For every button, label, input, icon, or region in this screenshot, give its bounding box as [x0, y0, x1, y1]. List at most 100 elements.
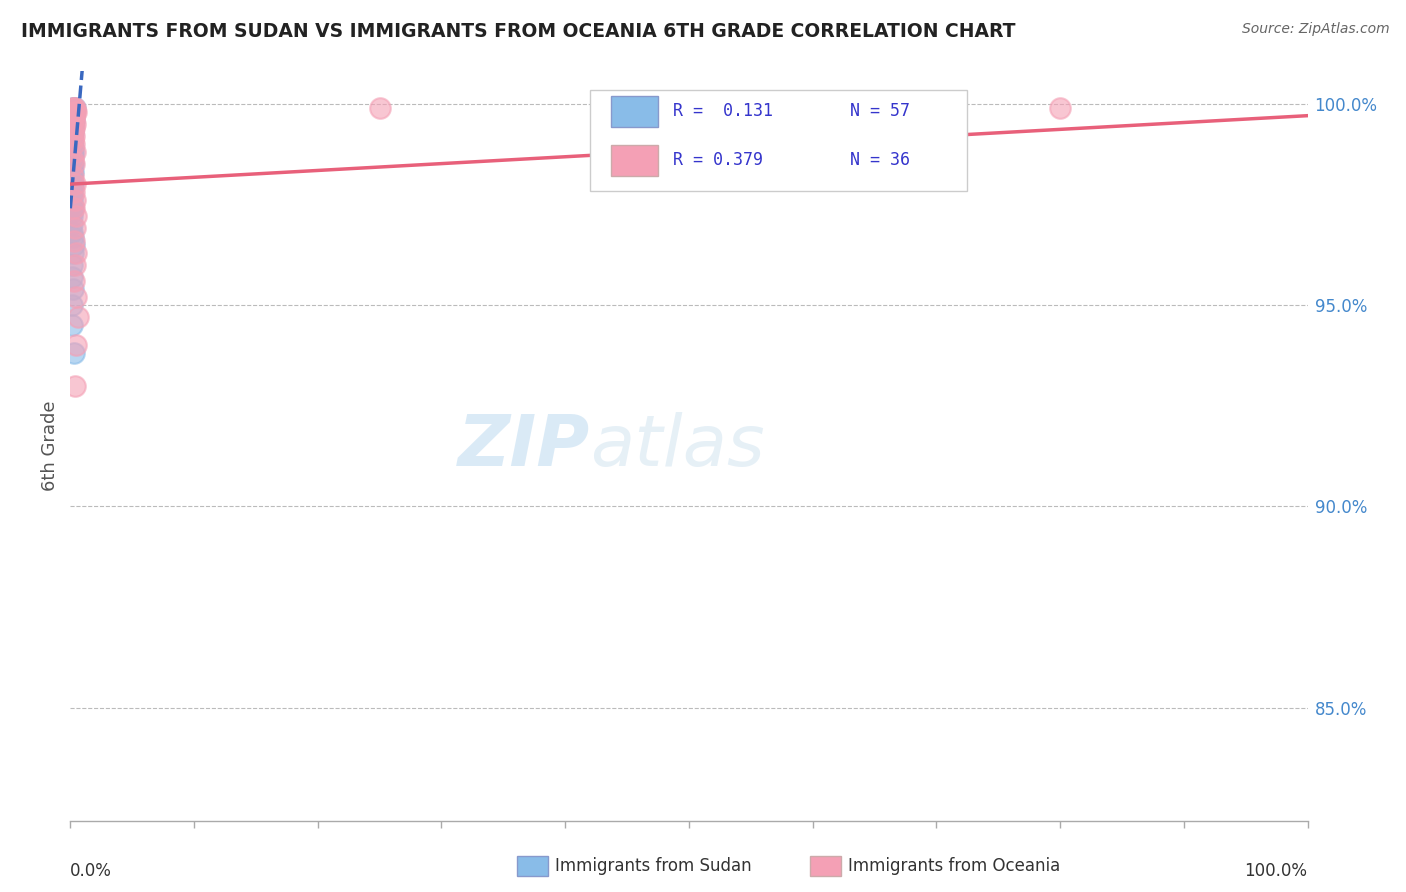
Point	[65, 210, 87, 224]
Point	[66, 310, 89, 324]
Point	[1049, 101, 1071, 115]
Point	[60, 298, 83, 312]
Text: atlas: atlas	[591, 411, 765, 481]
Point	[62, 101, 84, 115]
Text: 0.0%: 0.0%	[70, 862, 112, 880]
Point	[60, 125, 83, 139]
Point	[62, 149, 84, 163]
Point	[63, 234, 86, 248]
Point	[60, 109, 83, 123]
Point	[60, 269, 83, 284]
Point	[62, 109, 84, 123]
Point	[60, 153, 83, 167]
Point	[62, 153, 84, 167]
Point	[60, 117, 83, 131]
Point	[60, 318, 83, 333]
Point	[60, 149, 83, 163]
Point	[60, 141, 83, 155]
Point	[60, 136, 83, 151]
Point	[63, 101, 86, 115]
Point	[60, 205, 83, 219]
Point	[62, 169, 84, 183]
Point	[62, 145, 84, 159]
Text: 100.0%: 100.0%	[1244, 862, 1308, 880]
Point	[63, 202, 86, 216]
Point	[62, 133, 84, 147]
Text: IMMIGRANTS FROM SUDAN VS IMMIGRANTS FROM OCEANIA 6TH GRADE CORRELATION CHART: IMMIGRANTS FROM SUDAN VS IMMIGRANTS FROM…	[21, 22, 1015, 41]
Point	[63, 101, 86, 115]
Point	[60, 161, 83, 175]
Point	[60, 197, 83, 211]
Text: R = 0.379: R = 0.379	[673, 151, 763, 169]
Point	[62, 229, 84, 244]
Y-axis label: 6th Grade: 6th Grade	[41, 401, 59, 491]
Point	[65, 221, 87, 235]
Point	[63, 136, 86, 151]
Point	[60, 157, 83, 171]
Text: ZIP: ZIP	[458, 411, 591, 481]
Point	[63, 274, 86, 288]
Point	[65, 290, 87, 304]
Point	[65, 101, 87, 115]
Point	[60, 120, 83, 135]
Point	[63, 185, 86, 199]
Point	[60, 226, 83, 240]
Point	[62, 165, 84, 179]
Point	[62, 112, 84, 127]
Point	[63, 346, 86, 360]
Point	[65, 177, 87, 191]
Point	[62, 120, 84, 135]
Point	[63, 104, 86, 119]
Text: R =  0.131: R = 0.131	[673, 102, 773, 120]
Point	[60, 177, 83, 191]
Point	[62, 282, 84, 296]
Point	[62, 101, 84, 115]
Point	[65, 338, 87, 352]
Point	[65, 104, 87, 119]
Text: Source: ZipAtlas.com: Source: ZipAtlas.com	[1241, 22, 1389, 37]
Point	[63, 128, 86, 143]
Point	[60, 153, 83, 167]
Point	[60, 210, 83, 224]
Point	[62, 177, 84, 191]
Point	[62, 157, 84, 171]
Point	[60, 258, 83, 272]
Point	[65, 117, 87, 131]
Point	[60, 165, 83, 179]
Point	[740, 101, 762, 115]
Point	[65, 145, 87, 159]
Point	[60, 189, 83, 203]
Point	[62, 125, 84, 139]
Point	[63, 112, 86, 127]
Point	[65, 245, 87, 260]
Point	[65, 194, 87, 208]
Point	[62, 202, 84, 216]
Point	[62, 245, 84, 260]
Point	[60, 181, 83, 195]
Point	[63, 104, 86, 119]
Point	[60, 133, 83, 147]
Point	[65, 258, 87, 272]
Text: N = 36: N = 36	[849, 151, 910, 169]
Bar	[612, 95, 658, 128]
Text: Immigrants from Oceania: Immigrants from Oceania	[848, 857, 1060, 875]
Point	[63, 120, 86, 135]
Point	[63, 237, 86, 252]
Point	[60, 112, 83, 127]
Point	[60, 136, 83, 151]
Text: Immigrants from Sudan: Immigrants from Sudan	[555, 857, 752, 875]
Point	[60, 149, 83, 163]
Point	[60, 125, 83, 139]
Point	[62, 117, 84, 131]
Point	[60, 173, 83, 187]
Point	[60, 185, 83, 199]
Point	[65, 104, 87, 119]
Point	[63, 109, 86, 123]
Point	[60, 169, 83, 183]
Point	[62, 141, 84, 155]
Point	[60, 128, 83, 143]
Bar	[612, 145, 658, 177]
Point	[62, 125, 84, 139]
FancyBboxPatch shape	[591, 90, 967, 191]
Point	[60, 128, 83, 143]
